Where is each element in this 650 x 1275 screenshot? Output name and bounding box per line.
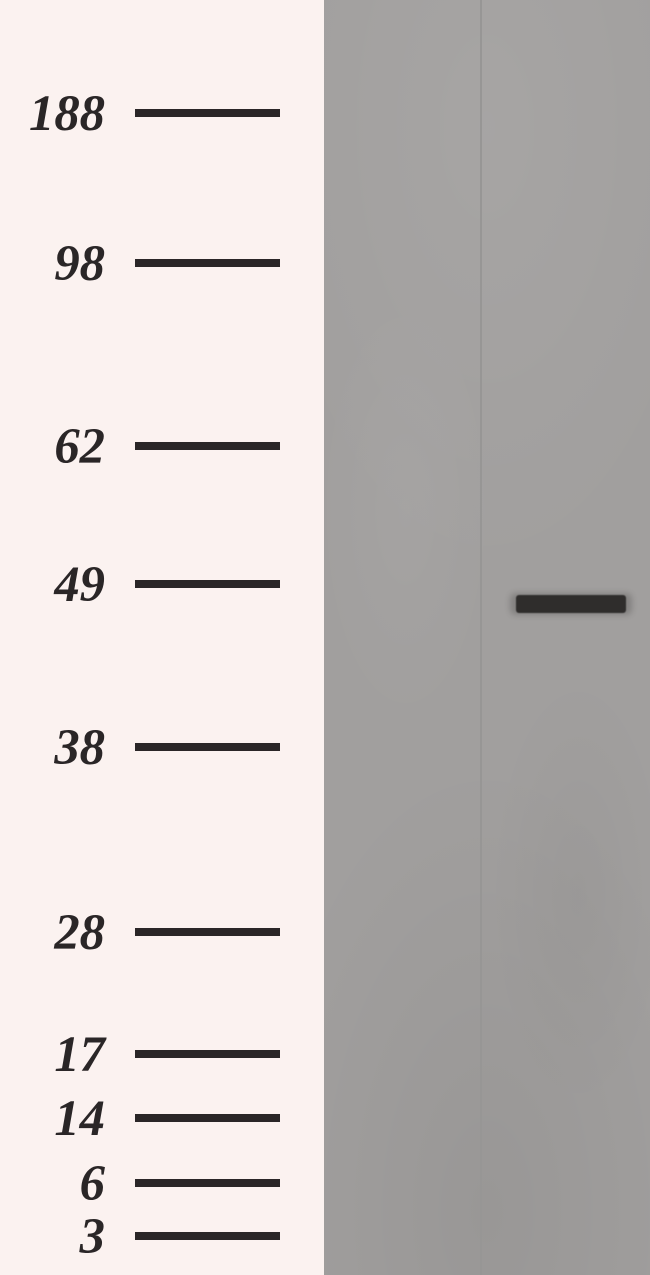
mw-label-188: 188 bbox=[0, 88, 105, 139]
mw-label-17: 17 bbox=[0, 1029, 105, 1080]
mw-tick-188 bbox=[135, 109, 280, 117]
mw-tick-3 bbox=[135, 1232, 280, 1240]
lane-divider bbox=[480, 0, 482, 1275]
mw-tick-62 bbox=[135, 442, 280, 450]
mw-label-38: 38 bbox=[0, 722, 105, 773]
mw-label-3: 3 bbox=[0, 1211, 105, 1262]
blot-panel-texture bbox=[324, 0, 650, 1275]
mw-tick-6 bbox=[135, 1179, 280, 1187]
mw-tick-38 bbox=[135, 743, 280, 751]
mw-label-6: 6 bbox=[0, 1158, 105, 1209]
mw-label-98: 98 bbox=[0, 238, 105, 289]
mw-tick-17 bbox=[135, 1050, 280, 1058]
mw-label-14: 14 bbox=[0, 1093, 105, 1144]
mw-label-62: 62 bbox=[0, 421, 105, 472]
mw-tick-49 bbox=[135, 580, 280, 588]
blot-panel bbox=[324, 0, 650, 1275]
mw-tick-14 bbox=[135, 1114, 280, 1122]
ladder-panel bbox=[0, 0, 324, 1275]
band-lane2-0 bbox=[516, 595, 626, 613]
mw-tick-28 bbox=[135, 928, 280, 936]
mw-tick-98 bbox=[135, 259, 280, 267]
mw-label-28: 28 bbox=[0, 907, 105, 958]
mw-label-49: 49 bbox=[0, 559, 105, 610]
